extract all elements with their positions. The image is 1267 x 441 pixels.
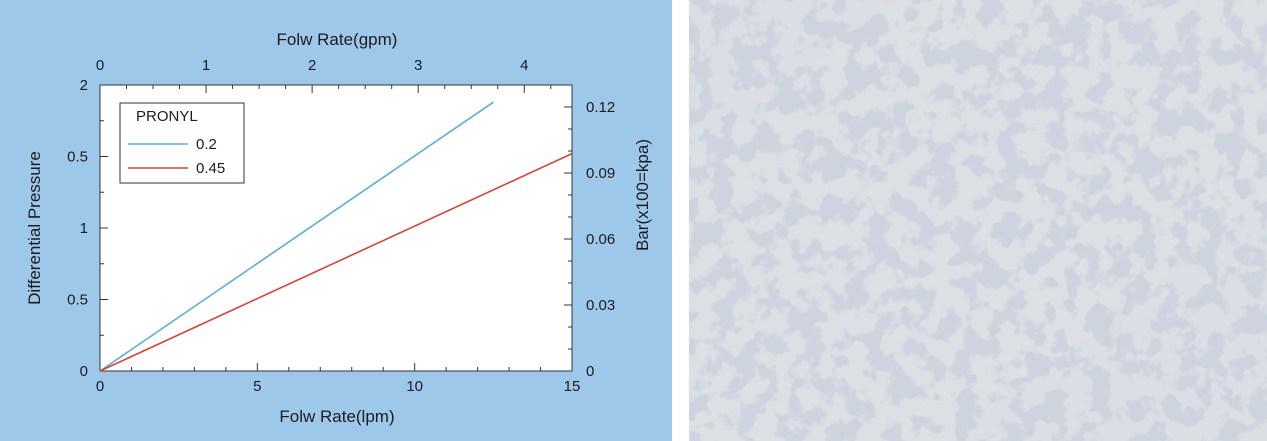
left-tick-label: 1 bbox=[80, 220, 88, 237]
top-axis-label: Folw Rate(gpm) bbox=[277, 30, 398, 49]
series-line-0-45 bbox=[99, 152, 573, 372]
chart-panel: 0 5 10 15 0 1 2 3 4 0 0.5 1 0.5 2 0 0.03 0.06 0.09 0.12 Fo… bbox=[0, 0, 672, 441]
bottom-tick-label: 10 bbox=[406, 378, 423, 395]
legend-label-0-2: 0.2 bbox=[196, 136, 217, 153]
top-tick-label: 3 bbox=[414, 57, 422, 74]
micrograph-texture bbox=[689, 0, 1267, 441]
left-axis-label: Differential Pressure bbox=[25, 151, 44, 305]
membrane-micrograph-image bbox=[689, 0, 1267, 441]
legend-box bbox=[119, 102, 245, 184]
legend: PRONYL 0.2 0.45 bbox=[119, 102, 245, 184]
series-layer bbox=[99, 101, 573, 372]
left-tick-label: 0.5 bbox=[67, 149, 88, 166]
right-axis-label: Bar(x100=kpa) bbox=[633, 139, 652, 251]
left-tick-label: 2 bbox=[80, 77, 88, 94]
top-tick-label: 2 bbox=[308, 57, 316, 74]
right-tick-label: 0.03 bbox=[586, 297, 615, 314]
legend-label-0-45: 0.45 bbox=[196, 160, 225, 177]
left-tick-label: 0 bbox=[80, 363, 88, 380]
top-tick-label: 1 bbox=[202, 57, 210, 74]
right-tick-label: 0.06 bbox=[586, 231, 615, 248]
bottom-tick-label: 15 bbox=[564, 378, 581, 395]
bottom-axis-label: Folw Rate(lpm) bbox=[279, 407, 394, 426]
right-tick-label: 0.12 bbox=[586, 99, 615, 116]
bottom-tick-label: 5 bbox=[253, 378, 261, 395]
top-tick-label: 4 bbox=[520, 57, 528, 74]
left-tick-label: 0.5 bbox=[67, 292, 88, 309]
series-line-0-2 bbox=[99, 101, 494, 372]
bottom-tick-label: 0 bbox=[96, 378, 104, 395]
right-tick-label: 0 bbox=[586, 363, 594, 380]
right-tick-label: 0.09 bbox=[586, 165, 615, 182]
legend-title: PRONYL bbox=[136, 108, 198, 125]
top-tick-label: 0 bbox=[96, 57, 104, 74]
